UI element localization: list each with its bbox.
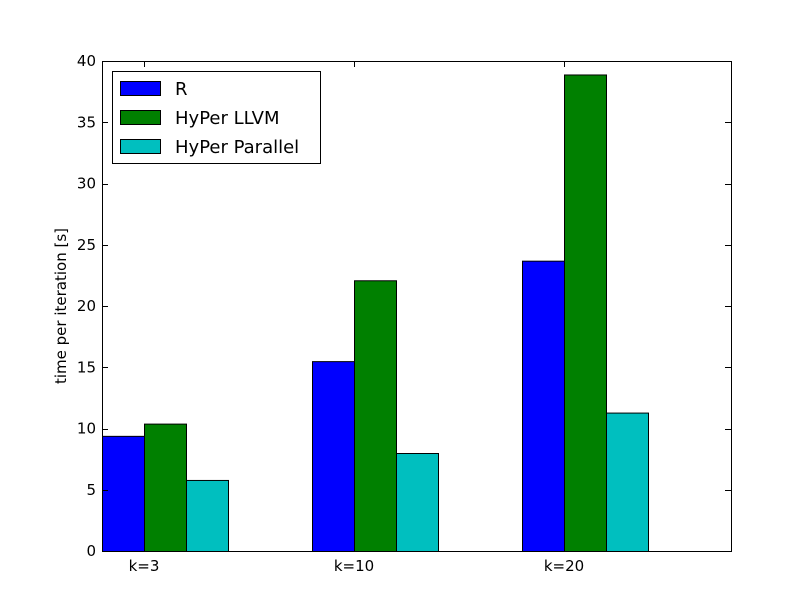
x-tick-label: k=10 — [334, 557, 374, 575]
bar-hyper-parallel-0 — [186, 479, 229, 553]
legend-label: R — [175, 79, 188, 100]
y-tick-label: 30 — [77, 175, 96, 193]
y-tick-label: 5 — [86, 481, 96, 499]
ticks-layer: 0 5 10 15 20 25 30 35 40 k=3 k=10 k=20 — [77, 52, 731, 575]
bars-layer — [102, 74, 649, 553]
x-tick-label: k=3 — [129, 557, 160, 575]
legend-swatch-hyper-llvm — [120, 110, 161, 125]
y-tick-label: 15 — [77, 358, 96, 376]
bar-r-2 — [522, 260, 565, 552]
bar-hyper-llvm-1 — [354, 280, 397, 552]
legend-swatch-hyper-parallel — [120, 139, 161, 154]
y-axis-label: time per iteration [s] — [52, 228, 70, 384]
legend-swatch-r — [120, 81, 161, 96]
bar-r-1 — [312, 361, 355, 552]
x-tick-label: k=20 — [544, 557, 584, 575]
bar-r-0 — [102, 435, 145, 553]
bar-hyper-parallel-1 — [396, 453, 439, 552]
y-tick-label: 20 — [77, 297, 96, 315]
bar-hyper-llvm-0 — [144, 423, 187, 553]
bar-hyper-llvm-2 — [564, 74, 607, 552]
legend: R HyPer LLVM HyPer Parallel — [112, 71, 321, 164]
y-tick-label: 0 — [86, 542, 96, 560]
bar-hyper-parallel-2 — [606, 412, 649, 553]
plot-frame — [102, 61, 732, 552]
legend-label: HyPer Parallel — [175, 137, 299, 158]
y-tick-label: 35 — [77, 113, 96, 131]
y-tick-label: 10 — [77, 420, 96, 438]
legend-label: HyPer LLVM — [175, 108, 280, 129]
y-tick-label: 25 — [77, 236, 96, 254]
y-tick-label: 40 — [77, 52, 96, 70]
